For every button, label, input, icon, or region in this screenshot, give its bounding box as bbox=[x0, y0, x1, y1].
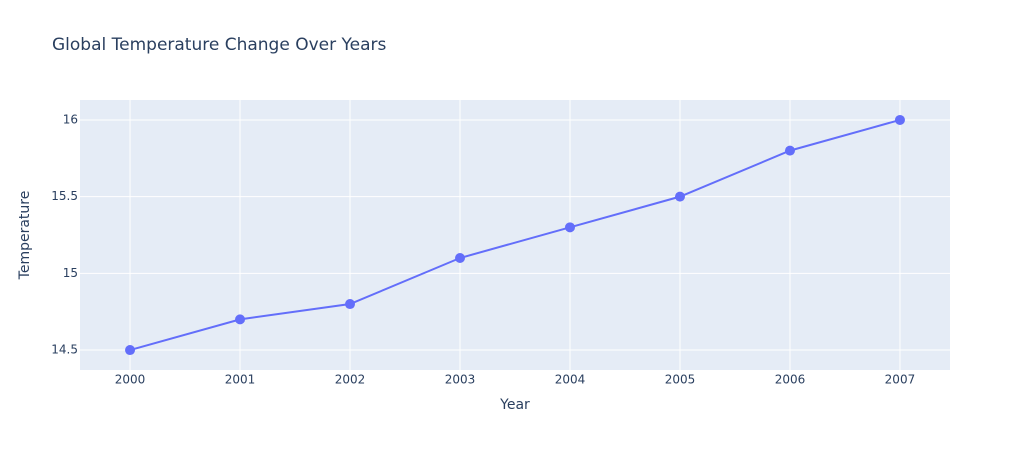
x-tick-label: 2004 bbox=[555, 373, 586, 387]
y-axis-title: Temperature bbox=[17, 191, 33, 281]
x-tick-label: 2002 bbox=[335, 373, 366, 387]
marker bbox=[455, 253, 466, 264]
x-tick-label: 2001 bbox=[225, 373, 256, 387]
x-tick-label: 2006 bbox=[775, 373, 806, 387]
marker bbox=[235, 314, 246, 325]
x-tick-label: 2000 bbox=[115, 373, 146, 387]
plot-area bbox=[80, 100, 950, 370]
y-tick-label: 15.5 bbox=[51, 189, 78, 203]
marker bbox=[564, 222, 575, 233]
marker bbox=[894, 114, 905, 125]
y-tick-label: 16 bbox=[63, 112, 78, 126]
marker bbox=[784, 145, 795, 156]
x-axis-title: Year bbox=[499, 397, 530, 413]
y-tick-label: 15 bbox=[63, 266, 78, 280]
marker bbox=[345, 299, 356, 310]
x-tick-label: 2005 bbox=[665, 373, 696, 387]
x-tick-label: 2003 bbox=[445, 373, 476, 387]
chart-title: Global Temperature Change Over Years bbox=[52, 35, 386, 55]
x-tick-label: 2007 bbox=[885, 373, 916, 387]
marker bbox=[125, 345, 136, 356]
marker bbox=[674, 191, 685, 202]
line bbox=[129, 118, 901, 352]
y-tick-label: 14.5 bbox=[51, 343, 78, 357]
